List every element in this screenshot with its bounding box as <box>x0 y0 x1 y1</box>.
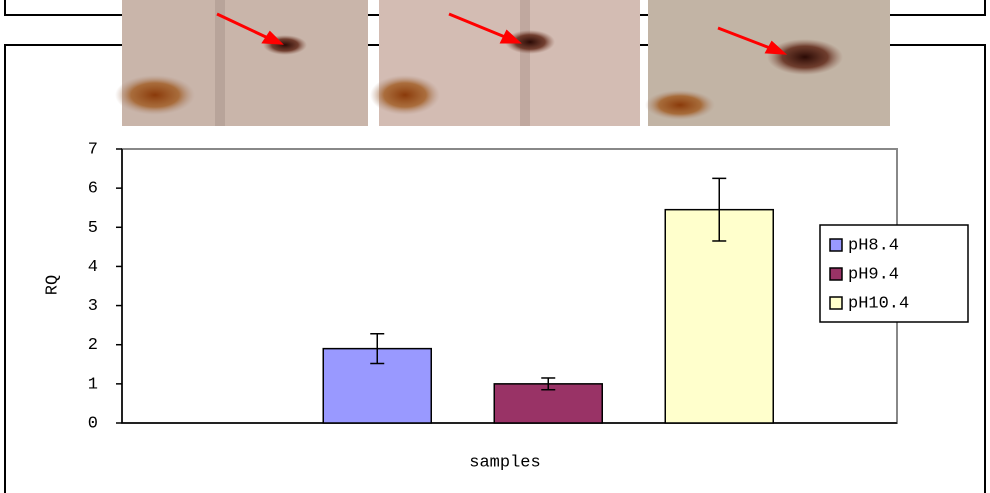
y-tick-label: 3 <box>88 297 98 316</box>
gel-images <box>115 0 890 126</box>
y-tick-label: 6 <box>88 180 98 199</box>
x-axis-label: samples <box>469 453 540 472</box>
y-axis-label: RQ <box>43 275 62 295</box>
y-tick-label: 7 <box>88 140 98 159</box>
legend-label: pH9.4 <box>848 265 899 284</box>
chart: RQ samples 0 1 2 3 4 5 6 7 pH8.4 pH9.4 pH10.4 <box>0 0 990 493</box>
y-tick-label: 2 <box>88 336 98 355</box>
legend-swatch <box>830 268 842 280</box>
y-tick-label: 1 <box>88 375 98 394</box>
plot-area <box>122 149 897 423</box>
y-tick-label: 4 <box>88 258 98 277</box>
legend-swatch <box>830 297 842 309</box>
legend-swatch <box>830 239 842 251</box>
legend-label: pH10.4 <box>848 294 909 313</box>
y-tick-label: 0 <box>88 414 98 433</box>
legend-label: pH8.4 <box>848 236 899 255</box>
y-tick-label: 5 <box>88 219 98 238</box>
